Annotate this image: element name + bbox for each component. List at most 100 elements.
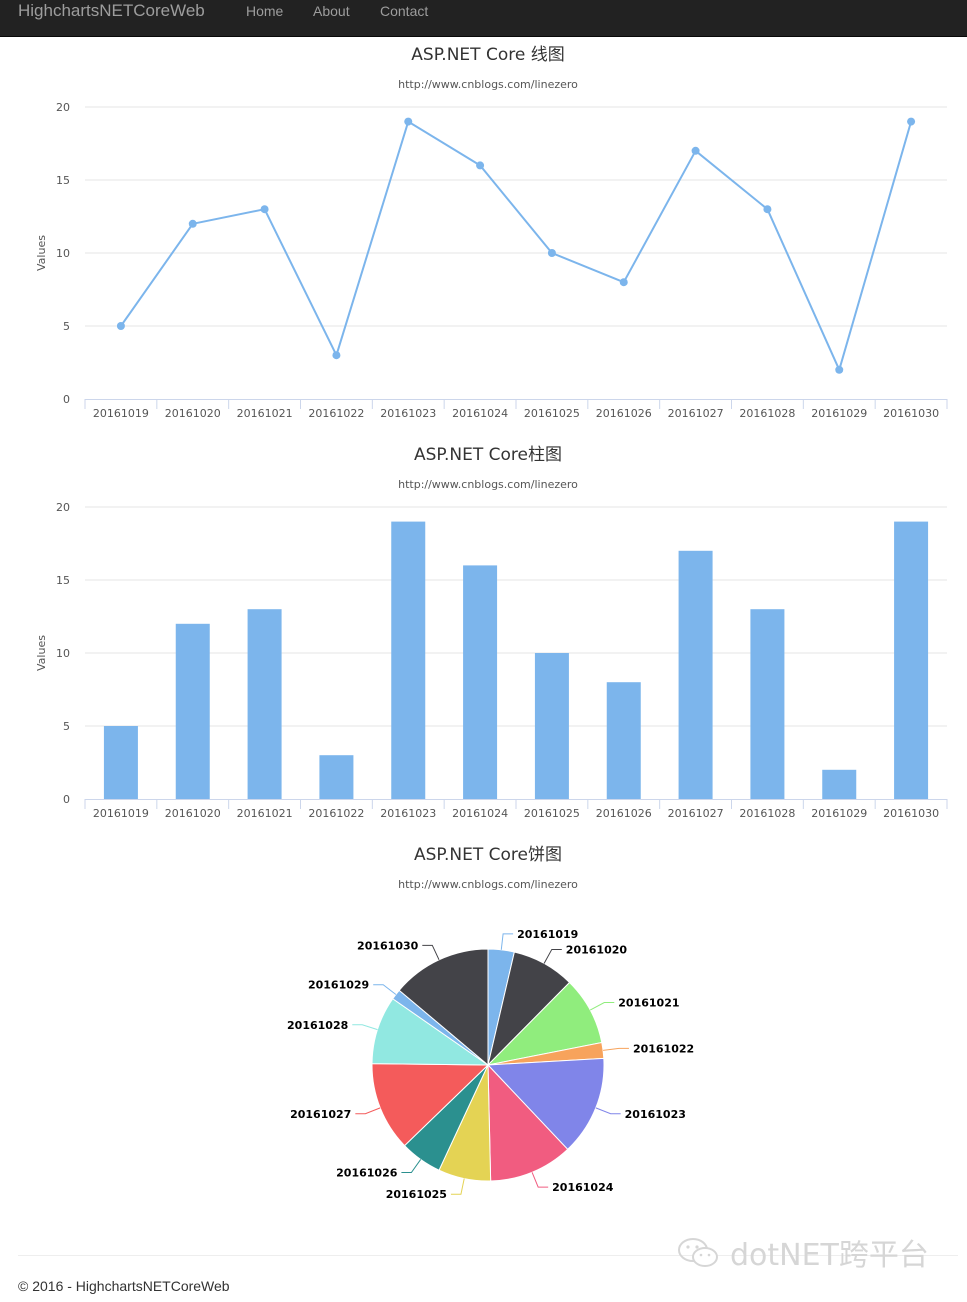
watermark-text: dotNET跨平台 (730, 1238, 929, 1273)
line-chart-x-tick-label: 20161029 (811, 407, 867, 420)
pie-chart-data-label: 20161022 (633, 1042, 694, 1055)
pie-chart-connector (373, 984, 397, 995)
line-chart-point (116, 322, 125, 330)
bar-chart-x-tick-label: 20161022 (308, 807, 364, 820)
pie-chart-slice (371, 1063, 490, 1147)
line-chart-point (907, 117, 916, 126)
bar-chart-x-tick-label: 20161020 (165, 807, 221, 820)
line-chart-x-tick-label: 20161026 (596, 407, 652, 420)
line-chart-x-tick-label: 20161019 (93, 407, 149, 420)
pie-chart-data-label: 20161024 (552, 1181, 614, 1194)
brand-link[interactable]: HighchartsNETCoreWeb (18, 1, 205, 20)
pie-chart-connector (531, 1172, 549, 1188)
bar-chart-bar (319, 755, 354, 799)
bar-chart-x-tick-label: 20161029 (811, 807, 867, 820)
pie-chart-connector (422, 944, 440, 961)
line-chart-subtitle: http://www.cnblogs.com/linezero (398, 78, 578, 91)
pie-chart-title: ASP.NET Core饼图 (414, 845, 562, 865)
pie-chart-data-label: 20161023 (625, 1108, 686, 1121)
bar-chart-bar (247, 609, 282, 799)
line-chart-y-tick-label: 20 (56, 101, 70, 114)
bar-chart-x-tick-label: 20161027 (668, 807, 724, 820)
pie-chart-connector (355, 1107, 381, 1115)
line-chart-point (691, 146, 700, 155)
line-chart-x-tick-label: 20161021 (237, 407, 293, 420)
line-chart-y-tick-label: 15 (56, 174, 70, 187)
bar-chart-bar (822, 769, 857, 799)
bar-chart-y-tick-label: 20 (56, 501, 70, 514)
bar-chart-bar (678, 550, 713, 799)
nav-link-home[interactable]: Home (246, 3, 284, 19)
line-chart-point (188, 219, 197, 228)
line-chart-x-tick-label: 20161027 (668, 407, 724, 420)
bar-chart-bar (534, 653, 569, 799)
pie-chart-data-label: 20161019 (517, 928, 578, 941)
line-chart-x-tick-label: 20161025 (524, 407, 580, 420)
pie-chart-data-label: 20161026 (336, 1166, 398, 1179)
line-chart-series-line (120, 120, 913, 371)
bar-chart-bar (606, 682, 641, 799)
footer-divider (18, 1255, 958, 1256)
bar-chart-bar (750, 609, 785, 799)
pie-chart-connector (589, 1002, 615, 1011)
pie-chart-svg: ASP.NET Core饼图 http://www.cnblogs.com/lin… (287, 845, 694, 1201)
bar-chart-x-tick-label: 20161024 (452, 807, 508, 820)
line-chart-point (835, 365, 844, 374)
pie-chart-data-label: 20161028 (287, 1019, 348, 1032)
bar-chart-subtitle: http://www.cnblogs.com/linezero (398, 478, 578, 491)
line-chart-x-tick-label: 20161022 (308, 407, 364, 420)
bar-chart-x-tick-label: 20161021 (237, 807, 293, 820)
bar-chart-bar (894, 521, 929, 799)
line-chart-x-tick-label: 20161023 (380, 407, 436, 420)
pie-chart-connector (603, 1047, 629, 1051)
bar-chart-bar (103, 726, 138, 799)
line-chart-y-tick-label: 5 (63, 320, 70, 333)
pie-chart-data-label: 20161025 (386, 1188, 447, 1201)
line-chart-point (404, 117, 413, 126)
pie-chart-connector (595, 1107, 621, 1115)
bar-chart-bar (391, 521, 426, 799)
pie-chart-data-label: 20161030 (357, 939, 419, 952)
pie-chart-connector (500, 933, 514, 950)
bar-chart-title: ASP.NET Core柱图 (414, 445, 562, 465)
line-chart-x-tick-label: 20161028 (739, 407, 795, 420)
bar-chart-x-tick-label: 20161023 (380, 807, 436, 820)
pie-chart: ASP.NET Core饼图 http://www.cnblogs.com/lin… (0, 837, 967, 1237)
footer-copyright: © 2016 - HighchartsNETCoreWeb (18, 1278, 230, 1294)
pie-chart-subtitle: http://www.cnblogs.com/linezero (398, 878, 578, 891)
line-chart-x-tick-label: 20161020 (165, 407, 221, 420)
line-chart: ASP.NET Core 线图 http://www.cnblogs.com/li… (0, 37, 967, 437)
pie-chart-data-label: 20161021 (618, 997, 679, 1010)
bar-chart-x-tick-label: 20161030 (883, 807, 939, 820)
line-chart-y-axis-title: Values (35, 235, 48, 271)
line-chart-point (260, 205, 269, 214)
pie-chart-connector (450, 1178, 465, 1195)
navbar: HighchartsNETCoreWeb Home About Contact (0, 0, 967, 37)
bar-chart-x-tick-label: 20161026 (596, 807, 652, 820)
pie-chart-data-label: 20161027 (290, 1108, 351, 1121)
bar-chart-y-tick-label: 0 (63, 793, 70, 806)
bar-chart-bar (463, 565, 498, 799)
nav-link-contact[interactable]: Contact (380, 3, 429, 19)
pie-chart-data-label: 20161029 (308, 979, 369, 992)
bar-chart-bar (175, 623, 210, 799)
bar-chart-y-tick-label: 15 (56, 574, 70, 587)
line-chart-x-tick-label: 20161024 (452, 407, 508, 420)
pie-chart-slice (486, 1057, 605, 1151)
bar-chart-svg: ASP.NET Core柱图 http://www.cnblogs.com/lin… (35, 445, 948, 820)
bar-chart-x-tick-label: 20161025 (524, 807, 580, 820)
pie-chart-connector (352, 1024, 378, 1031)
bar-chart-x-tick-label: 20161028 (739, 807, 795, 820)
line-chart-point (547, 249, 556, 257)
pie-chart-data-label: 20161020 (566, 943, 628, 956)
line-chart-point (332, 351, 341, 360)
line-chart-title: ASP.NET Core 线图 (411, 45, 564, 65)
pie-chart-connector (401, 1159, 422, 1173)
nav-link-about[interactable]: About (313, 3, 350, 19)
line-chart-point (619, 278, 628, 287)
line-chart-point (763, 205, 772, 214)
bar-chart-x-tick-label: 20161019 (93, 807, 149, 820)
line-chart-y-tick-label: 10 (56, 247, 70, 260)
wechat-icon (678, 1238, 718, 1267)
bar-chart-y-axis-title: Values (35, 635, 48, 671)
